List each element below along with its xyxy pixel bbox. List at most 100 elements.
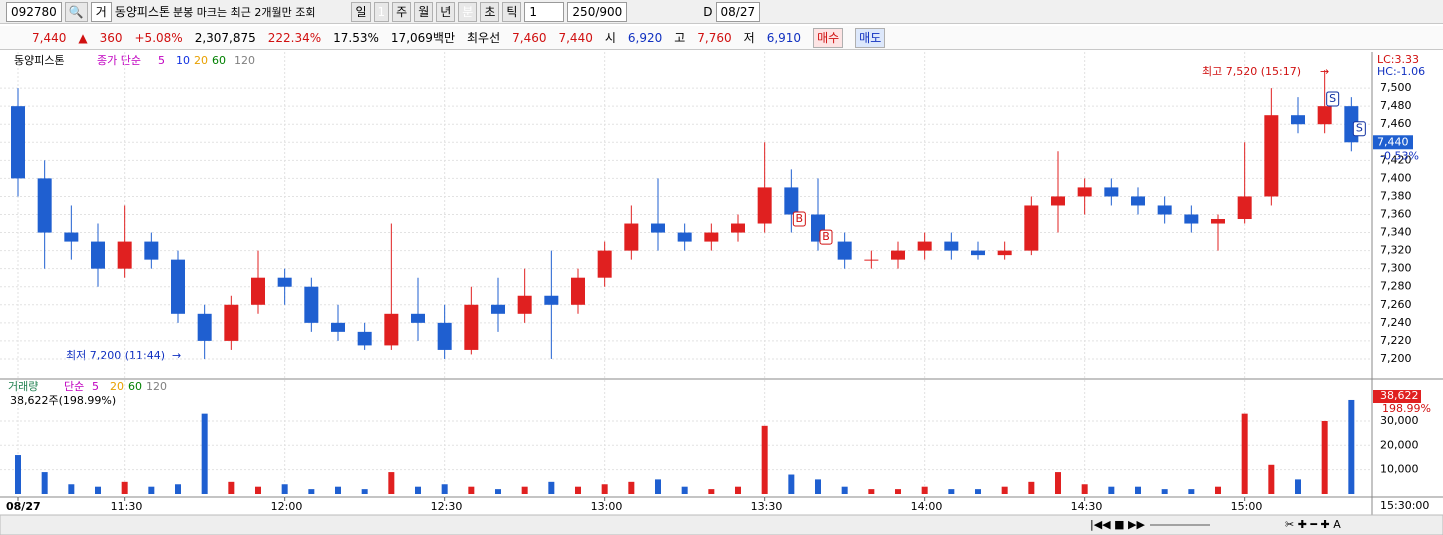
candle-body bbox=[651, 223, 665, 233]
candle-body bbox=[864, 259, 879, 261]
candle-body bbox=[544, 295, 559, 305]
signal-box bbox=[792, 211, 806, 227]
volume-bar bbox=[868, 489, 875, 494]
volume-bar bbox=[1081, 484, 1088, 494]
count[interactable]: 250/900 bbox=[567, 1, 628, 22]
high: 7,760 bbox=[697, 30, 732, 45]
candle-body bbox=[437, 322, 452, 350]
volume-title: 거래량 bbox=[8, 380, 38, 393]
low: 6,910 bbox=[766, 30, 802, 45]
candle-body bbox=[837, 241, 852, 260]
volume-bar bbox=[1215, 486, 1221, 494]
candle-body bbox=[944, 241, 959, 251]
legend-ma: 60 bbox=[212, 54, 226, 67]
period[interactable]: 틱 bbox=[502, 1, 522, 22]
volume: 2,307,875 bbox=[194, 30, 256, 45]
legend-ma-label: 종가 단순 bbox=[97, 54, 141, 67]
candle-body bbox=[411, 313, 425, 323]
candle-body bbox=[1024, 205, 1039, 251]
y-tick-label: 7,320 bbox=[1380, 244, 1412, 257]
volume-bar bbox=[975, 489, 981, 494]
candle-body bbox=[1104, 187, 1119, 197]
y-tick-label: 7,300 bbox=[1380, 262, 1412, 275]
volume-bar bbox=[601, 484, 608, 494]
volume-bar bbox=[815, 479, 821, 494]
high-label: 고 bbox=[674, 31, 686, 45]
buy[interactable]: 매수 bbox=[813, 27, 844, 48]
candle-body bbox=[997, 250, 1012, 256]
period[interactable]: 일 bbox=[351, 1, 371, 22]
candle-body bbox=[251, 277, 265, 305]
candle-body bbox=[1237, 196, 1252, 220]
low-label: 저 bbox=[743, 31, 755, 45]
price: 7,440 bbox=[32, 30, 67, 45]
candle-body bbox=[1264, 115, 1279, 197]
code[interactable]: 092780 bbox=[6, 1, 62, 22]
d-check[interactable]: D bbox=[703, 4, 713, 19]
signal-box bbox=[819, 229, 833, 245]
search[interactable]: 🔍 bbox=[64, 1, 88, 22]
volume-right-value: 38,622 bbox=[1380, 389, 1419, 402]
volume-right-rate: 198.99% bbox=[1382, 402, 1431, 415]
date[interactable]: 08/27 bbox=[715, 1, 761, 22]
volume-bar bbox=[15, 455, 21, 494]
scrollbar[interactable] bbox=[0, 514, 1443, 535]
candle-body bbox=[11, 106, 25, 179]
volume-bar bbox=[1135, 486, 1141, 494]
candle-body bbox=[1157, 205, 1172, 215]
y-tick-label: 10,000 bbox=[1380, 463, 1419, 476]
candle-body bbox=[37, 178, 52, 233]
candle-body bbox=[64, 232, 79, 242]
candle-body bbox=[731, 223, 745, 233]
volume-bar bbox=[628, 481, 635, 494]
volume-bar bbox=[201, 413, 208, 494]
candle-body bbox=[517, 295, 532, 314]
legend-ma: 10 bbox=[176, 54, 190, 67]
candle-body bbox=[1077, 187, 1092, 197]
last-change: -0.53% bbox=[1380, 149, 1419, 162]
volume-bar bbox=[1108, 486, 1115, 494]
volume-bar bbox=[761, 425, 768, 494]
volume-bar bbox=[95, 486, 101, 494]
y-tick-label: 7,220 bbox=[1380, 334, 1412, 347]
period[interactable]: 주 bbox=[392, 1, 412, 22]
candle-body bbox=[117, 241, 132, 269]
toolbar: 092780 🔍 거 동양피스톤 분봉 마크는 최근 2개월만 조회 일 1 주… bbox=[0, 0, 1443, 24]
volume-bar bbox=[68, 484, 75, 494]
volume-box bbox=[1373, 390, 1421, 403]
period[interactable]: 월 bbox=[414, 1, 434, 22]
candle-body bbox=[384, 313, 399, 346]
volume-bar bbox=[175, 484, 181, 494]
rate: +5.08% bbox=[134, 30, 183, 45]
volume-bar bbox=[1001, 486, 1008, 494]
volume-bar bbox=[255, 486, 261, 494]
candle-body bbox=[891, 250, 905, 260]
candle-body bbox=[1184, 214, 1199, 224]
volume-bar bbox=[41, 472, 48, 494]
volume-bar bbox=[788, 474, 795, 494]
y-tick-label: 7,420 bbox=[1380, 153, 1412, 166]
y-tick-label: 30,000 bbox=[1380, 414, 1419, 427]
zoom-controls[interactable]: ✂ ✚ ━ ✚ A bbox=[1285, 518, 1341, 531]
x-tick-label: 12:00 bbox=[271, 500, 303, 513]
period[interactable]: 1 bbox=[373, 1, 390, 22]
legend-ma: 120 bbox=[146, 380, 167, 393]
candle-body bbox=[597, 250, 612, 278]
period[interactable]: 분 bbox=[458, 1, 478, 22]
legend-ma: 120 bbox=[234, 54, 255, 67]
volume-bar bbox=[1188, 489, 1195, 494]
x-tick-label: 14:00 bbox=[911, 500, 943, 513]
candle-body bbox=[784, 187, 799, 215]
y-tick-label: 7,280 bbox=[1380, 280, 1412, 293]
candle-body bbox=[571, 277, 585, 305]
volume-bar bbox=[361, 489, 368, 494]
volume-bar bbox=[841, 486, 848, 494]
period[interactable]: 초 bbox=[480, 1, 500, 22]
interval[interactable]: 1 bbox=[524, 1, 565, 22]
y-tick-label: 7,340 bbox=[1380, 226, 1412, 239]
quote-bar: 7,440 ▲ 360 +5.08% 2,307,875 222.34% 17.… bbox=[0, 26, 1443, 50]
scroll-controls[interactable]: |◀◀ ■ ▶▶ bbox=[1090, 518, 1145, 531]
sell[interactable]: 매도 bbox=[855, 27, 886, 48]
period[interactable]: 년 bbox=[436, 1, 456, 22]
legend-ma: 5 bbox=[158, 54, 165, 67]
